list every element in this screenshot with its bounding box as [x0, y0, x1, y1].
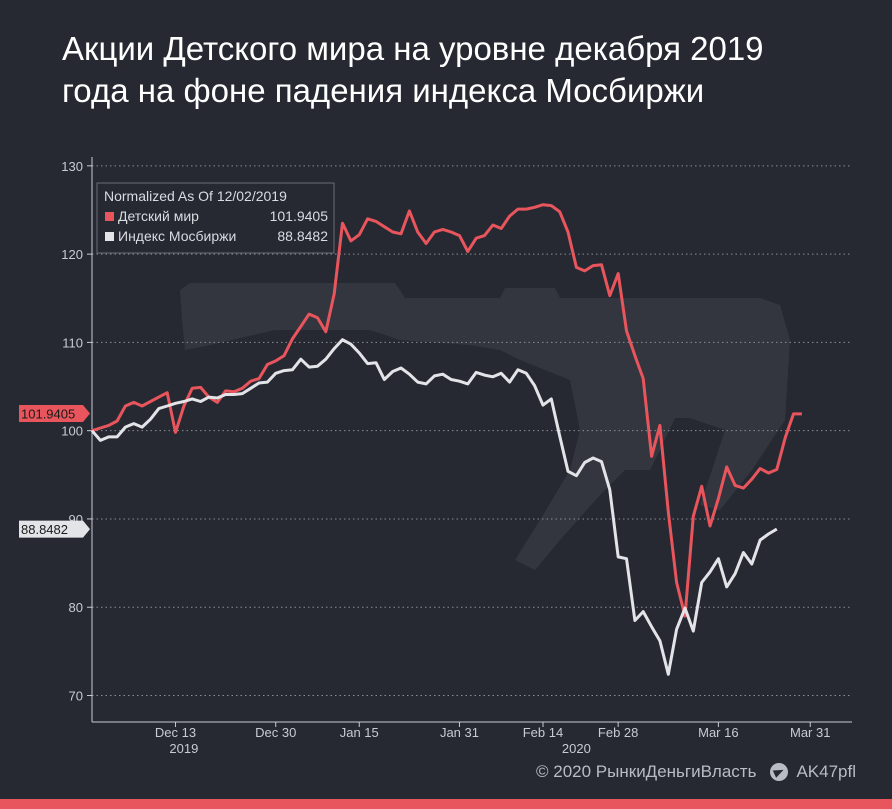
x-tick-label: Jan 15: [340, 725, 379, 740]
chart-title: Акции Детского мира на уровне декабря 20…: [62, 30, 764, 109]
x-tick-label: Dec 30: [255, 725, 296, 740]
y-tick-label: 120: [61, 247, 83, 262]
value-tag-box: [19, 520, 90, 538]
x-tick-label: Feb 14: [523, 725, 563, 740]
series-line-1: [90, 338, 778, 676]
value-tag-label: 88.8482: [21, 522, 68, 537]
value-tag-label: 101.9405: [21, 407, 75, 422]
x-tick-label: Dec 13: [155, 725, 196, 740]
rifle-watermark-icon: [180, 283, 790, 570]
legend-series-value: 88.8482: [277, 228, 328, 244]
x-year-label: 2019: [169, 741, 198, 756]
value-tags: 101.9405 88.8482: [19, 405, 90, 538]
legend-series-name: Детский мир: [118, 208, 199, 224]
x-year-label: 2020: [562, 741, 591, 756]
chart-series: [90, 203, 802, 676]
y-tick-label: 80: [69, 600, 83, 615]
y-tick-label: 130: [61, 159, 83, 174]
y-tick-label: 110: [62, 335, 83, 350]
legend-series-name: Индекс Мосбиржи: [118, 228, 236, 244]
footer: © 2020 РынкиДеньгиВласть AK47pfl: [536, 762, 856, 782]
legend-box: [96, 182, 335, 254]
chart-grid: [92, 165, 852, 697]
bottom-accent-bar: [0, 799, 892, 809]
copyright-text: © 2020 РынкиДеньгиВласть: [536, 762, 757, 781]
value-tag-box: [19, 405, 90, 423]
legend-header: Normalized As Of 12/02/2019: [104, 188, 287, 204]
x-tick-label: Jan 31: [440, 725, 479, 740]
legend-swatch: [105, 212, 114, 221]
x-tick-label: Feb 28: [598, 725, 638, 740]
x-tick-label: Mar 31: [790, 725, 830, 740]
x-tick-label: Mar 16: [698, 725, 738, 740]
y-tick-label: 70: [69, 689, 83, 704]
legend-series-value: 101.9405: [270, 208, 329, 224]
y-tick-label: 100: [61, 424, 83, 439]
channel-name: AK47pfl: [796, 762, 856, 781]
legend-swatch: [105, 232, 114, 241]
chart-legend: Normalized As Of 12/02/2019 Детский мир 10…: [96, 182, 335, 254]
telegram-icon: [770, 763, 789, 781]
